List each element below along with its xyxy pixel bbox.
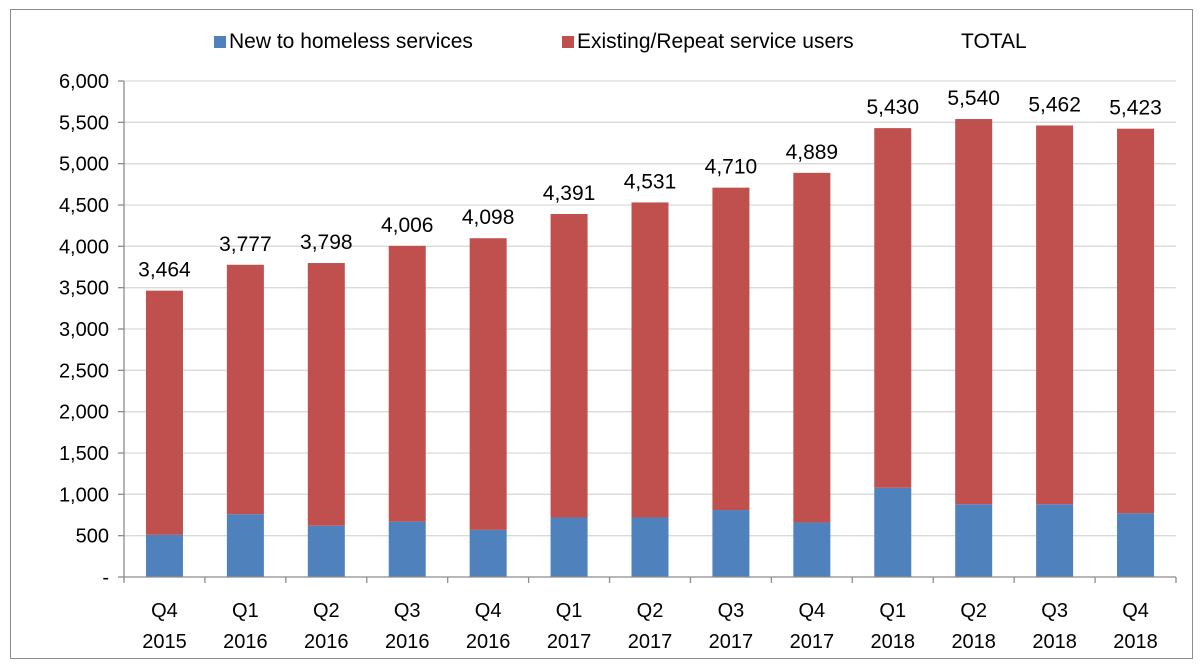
x-category-label-quarter: Q2 <box>637 600 664 622</box>
total-data-label: 3,798 <box>300 231 353 254</box>
bar-existing-repeat <box>1036 125 1074 505</box>
y-tick-label: 500 <box>76 526 109 548</box>
bar-new-to-homeless <box>469 529 507 577</box>
axes: - 500 1,000 1,500 2,000 2,500 3,000 3,500 4,000 4… <box>59 71 1177 653</box>
bar-existing-repeat <box>793 172 831 523</box>
x-category-label-year: 2017 <box>628 631 673 653</box>
total-data-label: 4,531 <box>624 170 677 193</box>
bar-new-to-homeless <box>955 504 993 577</box>
x-category-label-year: 2018 <box>1032 631 1077 653</box>
legend-label-new: New to homeless services <box>229 30 473 53</box>
legend-swatch-new <box>214 36 226 48</box>
x-category-label-quarter: Q3 <box>394 600 421 622</box>
bar-existing-repeat <box>1117 128 1155 514</box>
x-category-label-quarter: Q2 <box>960 600 987 622</box>
total-data-label: 4,391 <box>543 182 596 205</box>
bar-new-to-homeless <box>793 522 831 577</box>
x-category-label-year: 2016 <box>223 631 268 653</box>
bar-existing-repeat <box>955 119 993 505</box>
x-category-label-year: 2017 <box>709 631 754 653</box>
x-category-label-quarter: Q1 <box>879 600 906 622</box>
total-data-label: 3,777 <box>219 233 272 256</box>
bar-new-to-homeless <box>550 517 588 577</box>
bar-new-to-homeless <box>712 510 750 577</box>
x-category-label-year: 2018 <box>951 631 996 653</box>
total-data-label: 5,540 <box>947 87 1000 110</box>
bar-existing-repeat <box>874 128 912 488</box>
bar-new-to-homeless <box>631 517 669 577</box>
total-data-label: 3,464 <box>138 259 191 282</box>
x-category-label-quarter: Q1 <box>232 600 259 622</box>
y-tick-label: 2,500 <box>59 360 109 382</box>
y-tick-label: 3,500 <box>59 278 109 300</box>
bar-existing-repeat <box>631 202 669 518</box>
y-tick-label: 4,000 <box>59 236 109 258</box>
total-data-label: 4,006 <box>381 214 434 237</box>
chart-frame: - 500 1,000 1,500 2,000 2,500 3,000 3,500 4,000 4… <box>10 9 1193 659</box>
total-data-label: 4,889 <box>786 141 839 164</box>
bar-existing-repeat <box>550 214 588 518</box>
y-tick-label: 5,000 <box>59 154 109 176</box>
x-category-label-year: 2017 <box>547 631 592 653</box>
bar-new-to-homeless <box>226 514 264 577</box>
total-data-label: 5,462 <box>1028 93 1081 116</box>
y-tick-label: 3,000 <box>59 319 109 341</box>
y-tick-label: 5,500 <box>59 112 109 134</box>
bar-new-to-homeless <box>145 534 183 577</box>
bar-new-to-homeless <box>1036 504 1074 577</box>
y-tick-label: 6,000 <box>59 71 109 93</box>
x-category-label-quarter: Q3 <box>1041 600 1068 622</box>
x-category-label-year: 2016 <box>385 631 430 653</box>
bars <box>145 119 1155 577</box>
bar-existing-repeat <box>307 263 345 526</box>
x-category-label-quarter: Q4 <box>151 600 178 622</box>
x-category-label-quarter: Q3 <box>718 600 745 622</box>
bar-existing-repeat <box>388 245 426 522</box>
total-data-label: 4,098 <box>462 206 515 229</box>
x-category-label-quarter: Q4 <box>475 600 502 622</box>
legend-label-total: TOTAL <box>961 30 1027 53</box>
legend-label-existing: Existing/Repeat service users <box>577 30 854 53</box>
y-tick-label: 1,500 <box>59 443 109 465</box>
x-category-label-quarter: Q4 <box>1122 600 1149 622</box>
data-labels: 3,464 3,777 3,798 4,006 4,098 4,391 4,531 4,710… <box>138 87 1162 282</box>
bar-existing-repeat <box>145 290 183 535</box>
bar-new-to-homeless <box>1117 513 1155 577</box>
x-category-label-quarter: Q4 <box>799 600 826 622</box>
x-category-label-year: 2018 <box>1113 631 1158 653</box>
y-tick-label: - <box>102 567 109 589</box>
y-tick-label: 2,000 <box>59 402 109 424</box>
x-category-label-quarter: Q2 <box>313 600 340 622</box>
legend: New to homeless services Existing/Repeat … <box>214 30 1027 53</box>
y-tick-label: 1,000 <box>59 484 109 506</box>
x-category-label-year: 2016 <box>304 631 349 653</box>
total-data-label: 5,423 <box>1109 97 1162 120</box>
legend-swatch-existing <box>562 36 574 48</box>
x-category-label-year: 2017 <box>790 631 835 653</box>
total-data-label: 5,430 <box>866 96 919 119</box>
bar-existing-repeat <box>469 238 507 530</box>
bar-new-to-homeless <box>307 525 345 577</box>
x-category-label-quarter: Q1 <box>556 600 583 622</box>
total-data-label: 4,710 <box>705 156 758 179</box>
bar-new-to-homeless <box>388 521 426 577</box>
stacked-bar-chart: - 500 1,000 1,500 2,000 2,500 3,000 3,500 4,000 4… <box>59 30 1177 653</box>
bar-new-to-homeless <box>874 487 912 577</box>
bar-existing-repeat <box>712 187 750 511</box>
x-category-label-year: 2016 <box>466 631 511 653</box>
x-category-label-year: 2015 <box>142 631 187 653</box>
bar-existing-repeat <box>226 264 264 515</box>
y-tick-label: 4,500 <box>59 195 109 217</box>
x-category-label-year: 2018 <box>871 631 916 653</box>
